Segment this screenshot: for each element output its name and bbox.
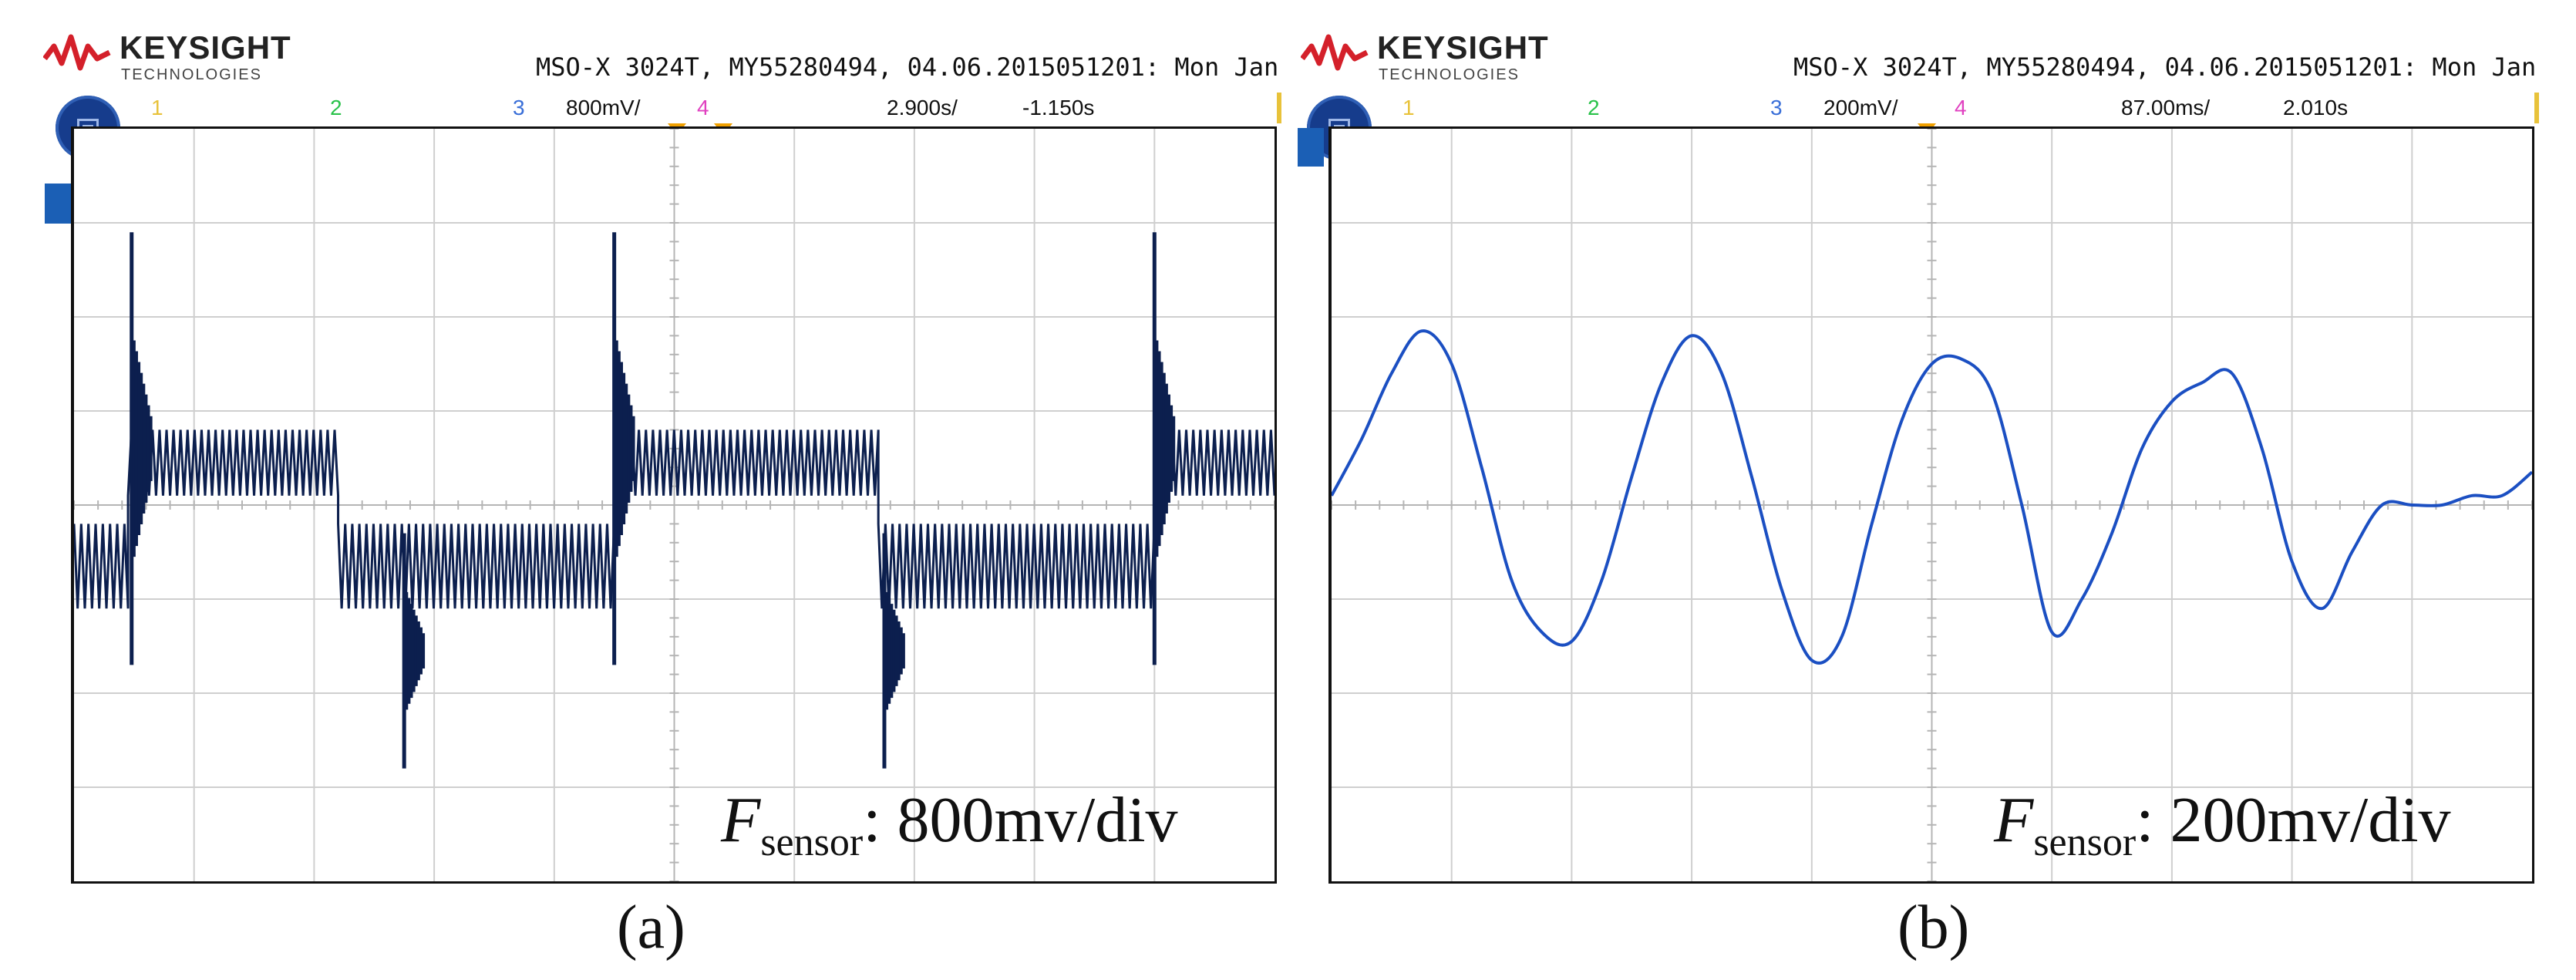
caption-b: (b) [1897, 894, 1970, 961]
annotation-symbol: F [1994, 784, 2034, 856]
annotation-subscript: sensor [760, 820, 864, 864]
timebase: 2.900s/ [887, 96, 958, 120]
waveform-chart-b [1332, 129, 2532, 881]
caption-a: (a) [617, 894, 685, 961]
annotation-b: Fsensor: 200mv/div [1994, 783, 2451, 865]
trace-series-b [1332, 329, 2532, 665]
timebase: 87.00ms/ [2121, 96, 2211, 120]
oscilloscope-panel-a: KEYSIGHT TECHNOLOGIES MSO-X 3024T, MY552… [43, 29, 1281, 961]
trace-series-a [74, 429, 1275, 609]
waveform-chart-a [74, 129, 1275, 881]
keysight-wave-logo [43, 34, 111, 71]
channel-1-label[interactable]: 1 [151, 96, 163, 120]
annotation-value: : 800mv/div [863, 784, 1178, 856]
channel-3-label[interactable]: 3 [1770, 96, 1783, 120]
grid [1332, 129, 2532, 881]
channel-edge-marker [1277, 93, 1281, 123]
annotation-value: : 200mv/div [2136, 784, 2451, 856]
delay: 2.010s [2283, 96, 2349, 120]
plot-area-b [1328, 126, 2534, 884]
brand-subtitle: TECHNOLOGIES [121, 66, 262, 83]
brand-subtitle: TECHNOLOGIES [1379, 66, 1520, 83]
channel-3-label[interactable]: 3 [513, 96, 525, 120]
grid [74, 129, 1275, 881]
vertical-scale: 800mV/ [566, 96, 641, 120]
annotation-a: Fsensor: 800mv/div [721, 783, 1178, 865]
annotation-subscript: sensor [2033, 820, 2137, 864]
instrument-info: MSO-X 3024T, MY55280494, 04.06.201505120… [1793, 52, 2537, 82]
brand-name: KEYSIGHT [1377, 29, 1549, 66]
channel-edge-marker [2534, 93, 2539, 123]
keysight-wave-logo [1301, 34, 1369, 71]
channel-2-label[interactable]: 2 [330, 96, 342, 120]
instrument-info: MSO-X 3024T, MY55280494, 04.06.201505120… [536, 52, 1279, 82]
channel-4-label[interactable]: 4 [1955, 96, 1967, 120]
channel-1-label[interactable]: 1 [1402, 96, 1415, 120]
brand-name: KEYSIGHT [120, 29, 291, 66]
delay: -1.150s [1022, 96, 1095, 120]
channel-3-marker-icon [1298, 128, 1324, 167]
vertical-scale: 200mV/ [1823, 96, 1898, 120]
annotation-symbol: F [721, 784, 761, 856]
plot-area-a [71, 126, 1277, 884]
channel-2-label[interactable]: 2 [1588, 96, 1600, 120]
oscilloscope-panel-b: KEYSIGHT TECHNOLOGIES MSO-X 3024T, MY552… [1288, 0, 2576, 980]
channel-4-label[interactable]: 4 [697, 96, 709, 120]
